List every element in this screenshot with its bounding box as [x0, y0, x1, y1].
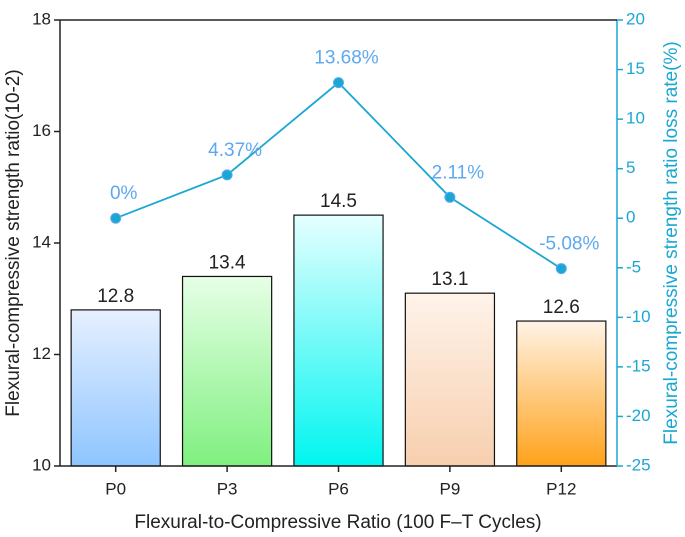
line-point	[333, 77, 344, 89]
y2-tick-label: -10	[626, 307, 651, 326]
x-tick-label: P6	[328, 479, 349, 498]
y-tick-label: 14	[32, 232, 51, 251]
bar	[293, 214, 384, 467]
y2-tick-label: 5	[626, 158, 635, 177]
y2-tick-label: 20	[626, 9, 645, 28]
line-value-label: 13.68%	[314, 48, 379, 69]
x-axis-title: Flexural-to-Compressive Ratio (100 F–T C…	[134, 512, 541, 533]
y2-tick-label: 0	[626, 208, 635, 227]
y2-tick-label: -20	[626, 406, 651, 425]
line-point	[221, 169, 233, 181]
bar-value-label: 13.4	[209, 252, 246, 273]
line-value-label: 0%	[110, 183, 138, 204]
y2-tick-label: 15	[626, 59, 645, 78]
line-point	[555, 263, 567, 275]
bar-value-label: 12.8	[97, 286, 134, 307]
y2-tick-label: -15	[626, 356, 651, 375]
line-value-label: 4.37%	[208, 140, 262, 161]
y-tick-label: 10	[32, 455, 51, 474]
line-point	[444, 191, 456, 203]
y-tick-label: 18	[32, 9, 51, 28]
line-point	[110, 212, 122, 224]
x-tick-label: P3	[217, 479, 238, 498]
y-tick-label: 12	[32, 344, 51, 363]
x-tick-label: P12	[546, 479, 576, 498]
bar	[516, 320, 607, 467]
bar	[70, 309, 161, 467]
bar-value-label: 13.1	[431, 269, 468, 290]
x-tick-label: P0	[105, 479, 126, 498]
y-axis-title: Flexural-compressive strength ratio(10-2…	[3, 69, 24, 416]
bar-value-label: 12.6	[543, 297, 580, 318]
bar	[181, 275, 273, 467]
line-value-label: 2.11%	[432, 162, 485, 183]
y2-axis-title: Flexural-compressive strength ratio loss…	[661, 41, 682, 444]
y2-tick-label: 10	[626, 109, 645, 128]
line-value-label: -5.08%	[539, 234, 599, 255]
bar-value-label: 14.5	[320, 191, 357, 212]
y2-tick-label: -25	[626, 455, 651, 474]
y-tick-label: 16	[32, 121, 51, 140]
y2-tick-label: -5	[626, 257, 641, 276]
bar	[404, 292, 496, 467]
x-tick-label: P9	[440, 479, 461, 498]
